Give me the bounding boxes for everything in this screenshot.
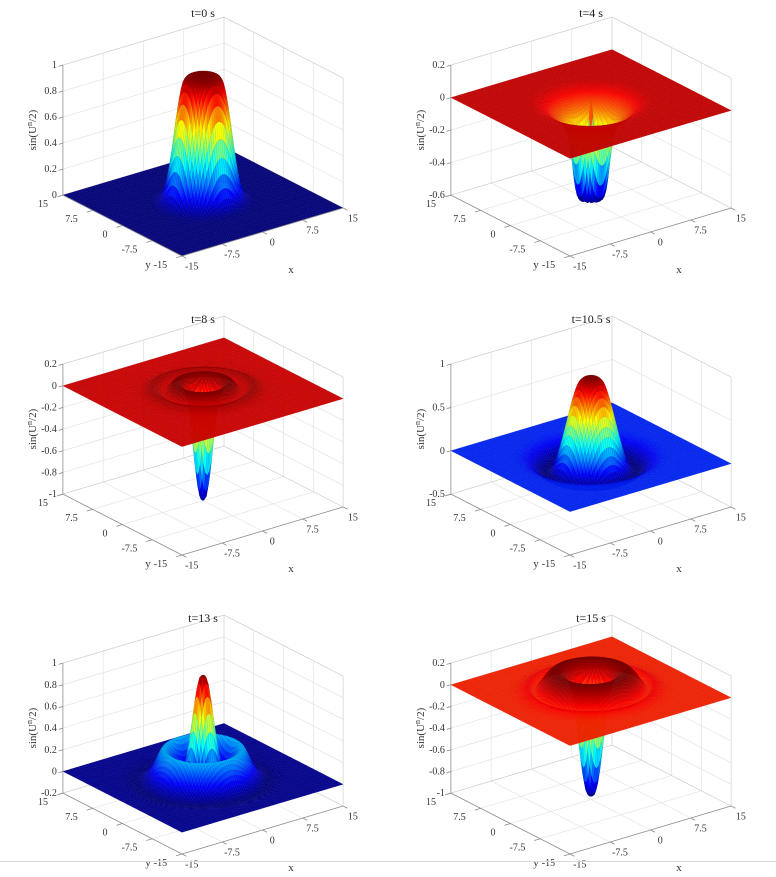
surface-plot-canvas <box>0 290 388 585</box>
window-bottom-divider <box>0 861 776 862</box>
surface-plot-canvas <box>388 585 776 877</box>
plot-title: t=10.5 s <box>571 312 611 326</box>
subplot-t8s: t=8 s <box>0 290 388 585</box>
subplot-t15s: t=15 s <box>388 585 776 877</box>
surface-plot-canvas <box>0 585 388 877</box>
plot-title: t=15 s <box>576 611 606 625</box>
surface-plot-canvas <box>388 0 776 290</box>
surface-plot-canvas <box>388 290 776 585</box>
subplot-t13s: t=13 s <box>0 585 388 877</box>
plot-title: t=8 s <box>191 312 215 326</box>
subplot-t4s: t=4 s <box>388 0 776 290</box>
surface-plot-canvas <box>0 0 388 290</box>
plot-title: t=0 s <box>191 6 215 20</box>
subplot-t10-5s: t=10.5 s <box>388 290 776 585</box>
subplot-t0s: t=0 s <box>0 0 388 290</box>
plot-title: t=13 s <box>188 611 218 625</box>
plot-title: t=4 s <box>579 6 603 20</box>
